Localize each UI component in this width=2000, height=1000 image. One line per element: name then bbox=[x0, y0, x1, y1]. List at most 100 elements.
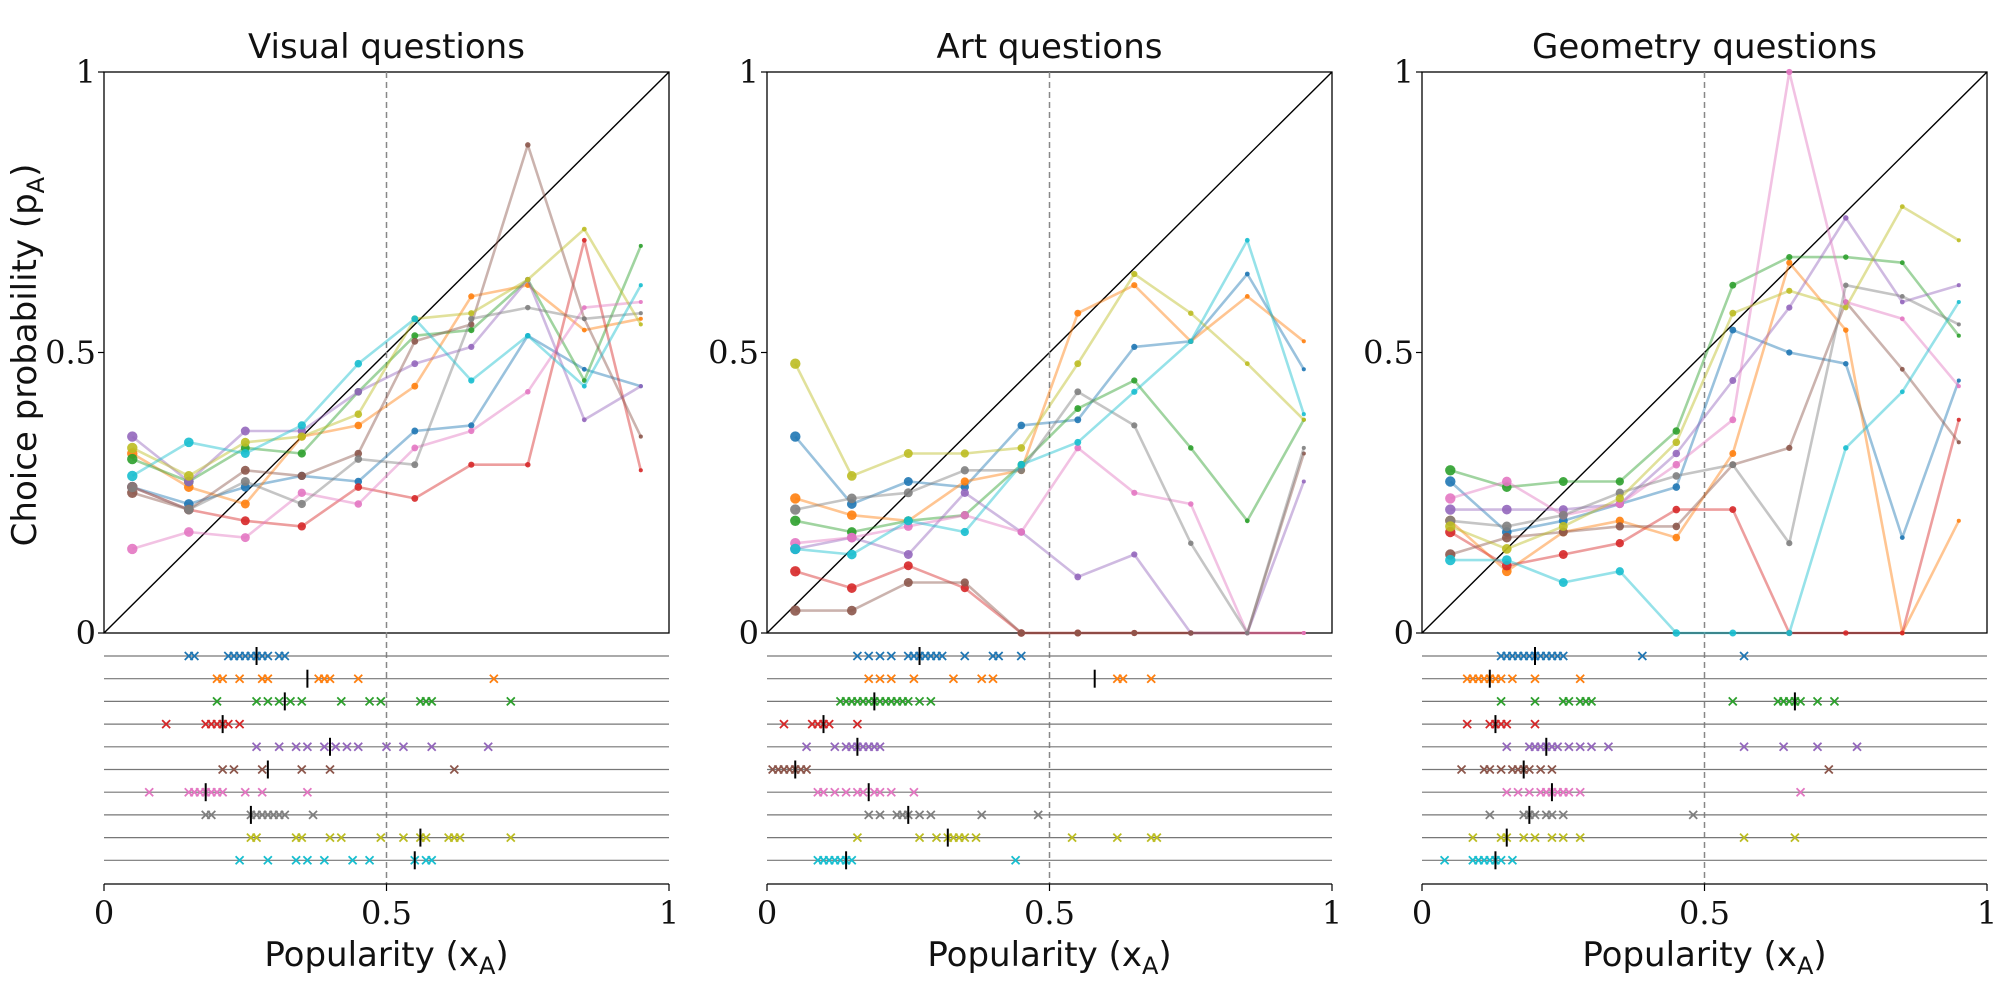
strip-marker bbox=[1112, 832, 1122, 843]
strip-marker bbox=[1456, 764, 1467, 775]
strip-marker bbox=[1530, 674, 1540, 684]
strip-marker bbox=[858, 787, 868, 797]
strip-marker bbox=[1496, 855, 1506, 865]
data-point bbox=[1244, 518, 1250, 524]
data-point bbox=[960, 477, 969, 486]
strip-row-5 bbox=[1422, 737, 1987, 756]
data-point bbox=[960, 449, 969, 458]
data-point bbox=[960, 466, 969, 475]
y-tick-label: 0.5 bbox=[708, 334, 759, 372]
data-point bbox=[1558, 578, 1568, 587]
y-tick-label: 0 bbox=[76, 614, 96, 652]
series-line bbox=[1449, 328, 1961, 539]
strip-marker bbox=[1519, 832, 1529, 843]
strip-marker bbox=[988, 674, 998, 684]
strip-marker bbox=[914, 810, 925, 820]
data-point bbox=[1843, 360, 1849, 367]
strip-marker bbox=[1564, 696, 1574, 707]
series-line bbox=[131, 239, 643, 528]
data-point bbox=[1501, 504, 1512, 515]
strip-marker bbox=[1778, 742, 1789, 752]
strip-marker bbox=[257, 764, 267, 775]
data-point bbox=[846, 583, 857, 593]
strip-marker bbox=[206, 810, 216, 820]
data-point bbox=[1956, 518, 1961, 523]
strip-marker bbox=[864, 674, 874, 684]
data-point bbox=[240, 533, 250, 543]
data-point bbox=[183, 437, 194, 448]
data-point bbox=[468, 310, 475, 317]
strip-marker bbox=[1812, 696, 1823, 707]
data-point bbox=[1672, 460, 1681, 469]
strip-marker bbox=[297, 764, 307, 775]
data-point bbox=[581, 316, 587, 322]
data-point bbox=[638, 434, 643, 439]
data-point bbox=[468, 461, 475, 468]
strip-marker bbox=[1462, 719, 1472, 729]
strip-marker bbox=[1824, 764, 1834, 775]
strip-marker bbox=[1790, 832, 1800, 843]
strip-marker bbox=[801, 764, 812, 775]
data-point bbox=[581, 383, 587, 389]
strip-marker bbox=[914, 832, 925, 843]
strip-marker bbox=[1118, 674, 1128, 684]
data-point bbox=[1074, 629, 1082, 637]
series-7 bbox=[1445, 68, 1961, 520]
series-line bbox=[794, 564, 1304, 635]
strip-row-10 bbox=[1422, 851, 1987, 870]
strip-row-3 bbox=[1422, 692, 1987, 711]
data-point bbox=[1074, 438, 1082, 446]
strip-marker bbox=[342, 742, 352, 752]
strip-row-1 bbox=[104, 647, 669, 665]
data-point bbox=[1729, 281, 1737, 289]
data-point bbox=[903, 516, 913, 526]
data-point bbox=[127, 453, 138, 465]
strip-marker bbox=[1502, 719, 1512, 729]
series-4 bbox=[1445, 417, 1961, 637]
x-tick-label: 0.5 bbox=[1679, 894, 1730, 932]
data-point bbox=[1445, 504, 1456, 515]
strip-marker bbox=[234, 674, 245, 684]
data-point bbox=[1843, 299, 1849, 305]
strip-marker bbox=[914, 696, 925, 707]
strip-marker bbox=[376, 696, 386, 707]
strip-marker bbox=[830, 787, 840, 797]
strip-marker bbox=[189, 651, 200, 661]
data-point bbox=[1074, 405, 1082, 413]
data-point bbox=[1843, 304, 1849, 311]
strip-marker bbox=[960, 832, 970, 843]
x-tick-label: 0 bbox=[757, 894, 777, 932]
strip-marker bbox=[302, 787, 313, 797]
data-point bbox=[297, 449, 306, 458]
strip-marker bbox=[291, 742, 301, 752]
data-point bbox=[638, 311, 643, 316]
data-point bbox=[1615, 522, 1624, 531]
x-axis-label: Popularity (xA) bbox=[1582, 935, 1826, 980]
data-point bbox=[1672, 472, 1681, 480]
data-point bbox=[525, 389, 531, 395]
data-point bbox=[468, 377, 475, 384]
data-point bbox=[1729, 629, 1737, 637]
strip-marker bbox=[1739, 651, 1749, 661]
series-line bbox=[131, 334, 642, 506]
strip-marker bbox=[852, 651, 863, 661]
data-point bbox=[1672, 505, 1681, 514]
strip-row-9 bbox=[1422, 828, 1987, 847]
chart-title: Art questions bbox=[937, 27, 1163, 67]
data-point bbox=[468, 321, 475, 328]
data-point bbox=[1672, 522, 1681, 531]
data-point bbox=[1131, 282, 1138, 289]
series-line bbox=[1449, 205, 1960, 551]
data-point bbox=[1899, 294, 1905, 299]
strip-marker bbox=[937, 651, 947, 661]
series-line bbox=[131, 227, 642, 478]
strip-marker bbox=[1496, 696, 1506, 707]
strip-marker bbox=[1795, 787, 1806, 797]
data-point bbox=[1501, 555, 1512, 565]
strip-marker bbox=[421, 832, 431, 843]
data-point bbox=[903, 561, 913, 571]
data-point bbox=[1188, 445, 1194, 451]
data-point bbox=[1131, 551, 1138, 558]
series-line bbox=[1449, 419, 1961, 635]
data-point bbox=[1301, 412, 1306, 417]
